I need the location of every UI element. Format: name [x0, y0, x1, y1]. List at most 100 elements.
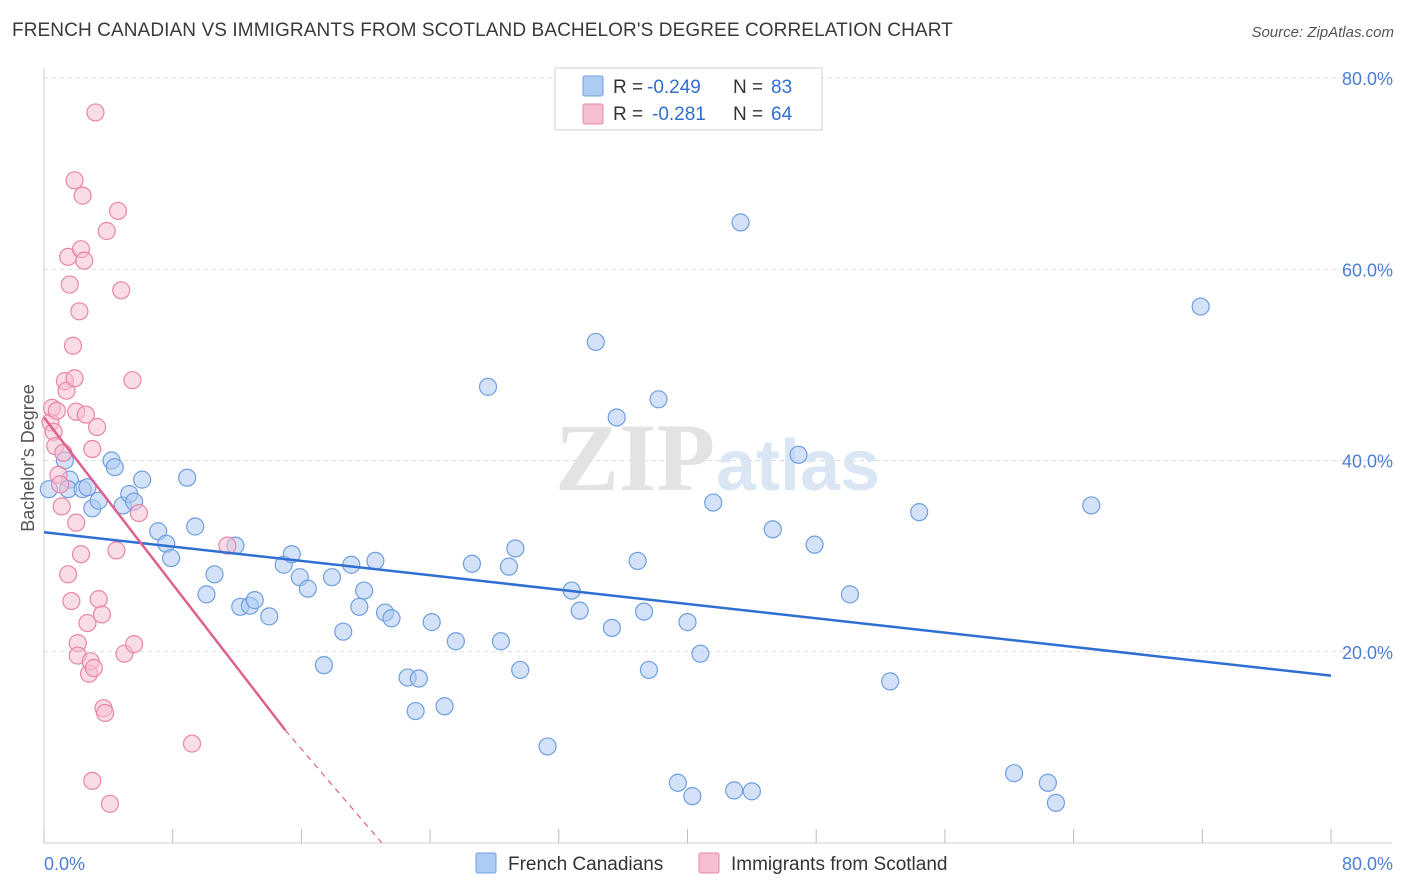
french-canadian-point-72 — [840, 585, 860, 604]
scotland-immigrant-point-50 — [218, 536, 237, 555]
legend-r-value-1: -0.249 — [647, 77, 701, 98]
scotland-immigrant-point-48 — [129, 503, 149, 523]
y-tick-labels: 20.0% 40.0% 60.0% 80.0% — [1342, 69, 1393, 663]
legend-n-label-2: N = — [733, 104, 763, 125]
axes — [43, 68, 1392, 844]
french-canadian-point-76 — [1038, 773, 1057, 792]
series-name-2: Immigrants from Scotland — [731, 854, 947, 875]
french-canadian-point-71 — [805, 535, 824, 554]
french-canadian-point-17 — [178, 468, 197, 487]
french-canadian-point-57 — [628, 551, 647, 571]
scotland-immigrant-point-32 — [83, 771, 102, 790]
french-canadian-point-34 — [350, 597, 369, 616]
french-canadian-point-13 — [133, 470, 152, 489]
legend-swatch-pink — [582, 103, 604, 125]
trend-line-scotland — [43, 416, 287, 731]
french-canadian-point-77 — [1046, 793, 1066, 812]
french-canadian-point-74 — [910, 503, 929, 522]
trend-line-scotland-extension — [284, 729, 383, 844]
scotland-immigrant-point-44 — [112, 281, 131, 300]
french-canadian-point-79 — [1191, 297, 1210, 316]
french-canadian-point-62 — [678, 613, 697, 632]
french-canadian-point-6 — [78, 478, 97, 497]
french-canadian-point-73 — [881, 672, 900, 691]
scotland-immigrant-point-35 — [87, 417, 107, 437]
scotland-immigrant-point-19 — [67, 513, 86, 532]
legend-r-label-1: R = — [613, 77, 643, 98]
y-tick-label-2: 60.0% — [1342, 260, 1393, 280]
series-name-1: French Canadians — [508, 854, 663, 875]
scotland-immigrant-point-16 — [65, 171, 84, 190]
legend-swatch-blue — [582, 75, 604, 97]
scotland-immigrant-point-34 — [86, 103, 105, 122]
french-canadian-point-46 — [478, 377, 498, 396]
scotland-immigrant-point-26 — [75, 251, 94, 270]
scotland-immigrant-point-13 — [60, 275, 79, 294]
french-canadian-point-16 — [161, 548, 181, 568]
french-canadian-point-18 — [186, 517, 205, 536]
scotland-immigrant-point-8 — [54, 443, 73, 462]
french-canadian-point-60 — [649, 390, 668, 409]
french-canadian-point-63 — [683, 787, 702, 806]
scotland-immigrant-point-36 — [89, 590, 108, 609]
scotland-immigrant-point-28 — [78, 613, 97, 633]
french-canadian-point-78 — [1082, 496, 1101, 515]
french-canadian-point-45 — [462, 554, 482, 573]
gridlines — [44, 77, 1392, 653]
french-canadian-point-54 — [586, 332, 605, 352]
series-swatch-pink — [698, 852, 720, 874]
scotland-immigrant-point-46 — [123, 371, 142, 390]
scotland-immigrant-point-39 — [96, 703, 115, 723]
french-canadian-point-70 — [789, 445, 808, 464]
stats-legend: R = -0.249 N = 83 R = -0.281 N = 64 — [554, 67, 823, 131]
y-tick-label-0: 20.0% — [1342, 643, 1393, 663]
french-canadian-point-64 — [691, 644, 710, 663]
french-canadian-point-32 — [334, 622, 353, 641]
french-canadian-point-55 — [602, 618, 621, 637]
french-canadian-point-9 — [105, 458, 124, 477]
y-tick-label-3: 80.0% — [1342, 69, 1393, 89]
scotland-immigrant-point-17 — [65, 369, 84, 388]
scotland-immigrant-point-7 — [52, 497, 71, 516]
scotland-immigrant-point-22 — [70, 302, 89, 321]
scotland-immigrant-point-41 — [100, 794, 120, 813]
french-canadian-point-61 — [668, 773, 687, 792]
scotland-immigrant-point-12 — [59, 565, 78, 584]
french-canadian-point-36 — [366, 551, 385, 571]
french-canadian-point-56 — [607, 408, 626, 427]
french-canadian-point-53 — [570, 601, 589, 620]
scotland-immigrant-point-42 — [107, 541, 126, 560]
french-canadian-point-49 — [506, 539, 525, 558]
legend-r-label-2: R = — [613, 104, 643, 125]
x-tick-label-0: 0.0% — [44, 854, 85, 874]
french-canadian-point-47 — [491, 632, 510, 651]
watermark-atlas: atlas — [716, 426, 880, 506]
scotland-immigrant-point-25 — [73, 186, 92, 205]
french-canadian-point-44 — [446, 632, 465, 651]
french-canadian-point-51 — [538, 737, 557, 756]
french-canadian-point-35 — [355, 581, 374, 600]
french-canadian-point-67 — [731, 213, 750, 232]
scotland-immigrant-point-33 — [84, 658, 103, 678]
legend-n-value-2: 64 — [771, 104, 793, 125]
scotland-immigrant-point-49 — [182, 734, 202, 753]
series-swatch-blue — [475, 852, 497, 874]
french-canadian-point-66 — [725, 781, 744, 800]
french-canadian-point-48 — [499, 557, 519, 576]
y-axis-label: Bachelor's Degree — [18, 384, 38, 532]
x-tick-labels: 0.0% 80.0% — [44, 854, 1393, 874]
french-canadian-point-30 — [314, 656, 334, 675]
legend-r-value-2: -0.281 — [652, 104, 706, 125]
series-legend: French Canadians Immigrants from Scotlan… — [475, 852, 947, 875]
french-canadian-point-69 — [763, 520, 782, 539]
scotland-immigrant-point-15 — [63, 336, 83, 355]
french-canadian-point-58 — [634, 602, 654, 621]
watermark-zip: ZIP — [555, 404, 715, 511]
french-canadian-point-24 — [245, 591, 264, 610]
french-canadian-point-25 — [260, 607, 279, 626]
data-points — [39, 103, 1210, 813]
scotland-immigrant-point-47 — [124, 634, 144, 654]
scotland-immigrant-point-4 — [47, 401, 66, 420]
scotland-immigrant-point-27 — [76, 405, 95, 424]
